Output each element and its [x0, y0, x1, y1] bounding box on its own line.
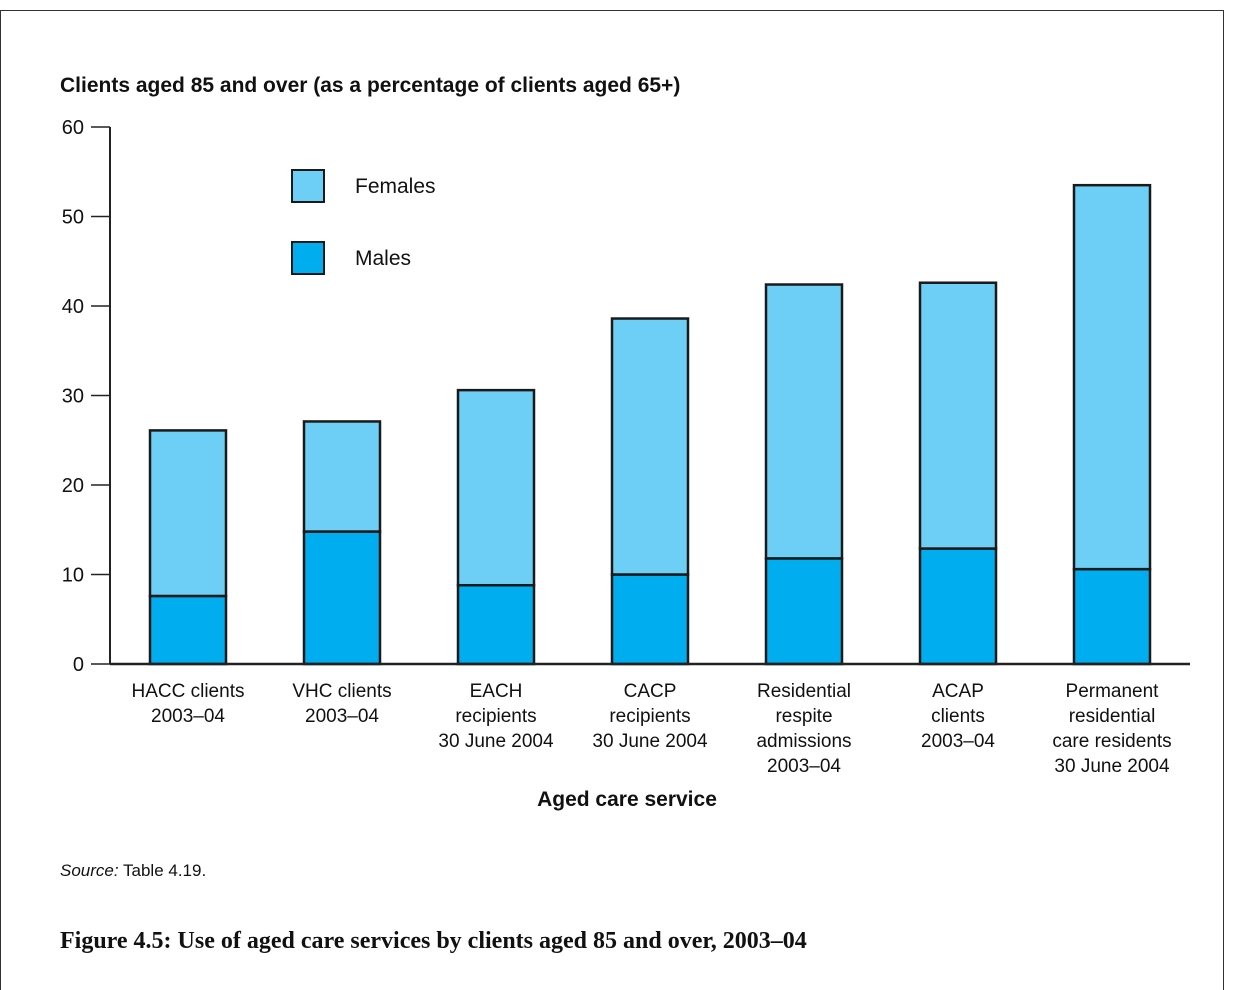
x-category-label: 30 June 2004 — [592, 731, 708, 752]
x-axis-title: Aged care service — [537, 788, 717, 811]
bar-females — [610, 317, 690, 576]
x-category-label: ACAP — [932, 681, 984, 702]
x-category-label: care residents — [1052, 731, 1171, 752]
legend-swatch-females — [291, 169, 325, 203]
x-category-label: 2003–04 — [921, 731, 995, 752]
legend-label-males: Males — [355, 247, 411, 270]
source-label: Source: — [60, 861, 119, 880]
x-category-label: HACC clients — [132, 681, 245, 702]
y-tick-label: 0 — [73, 654, 84, 676]
x-category-label: CACP — [624, 681, 677, 702]
bar-males — [302, 530, 382, 666]
bar-males — [1072, 567, 1152, 666]
x-category-label: 30 June 2004 — [1054, 756, 1170, 777]
bar-males — [610, 573, 690, 666]
x-category-label: respite — [775, 706, 832, 727]
y-tick-label: 10 — [62, 565, 84, 587]
y-tick-label: 50 — [62, 207, 84, 229]
bar-females — [764, 283, 844, 560]
bar-males — [918, 547, 998, 666]
x-category-label: 2003–04 — [151, 706, 225, 727]
x-category-label: VHC clients — [292, 681, 391, 702]
x-category-label: recipients — [455, 706, 536, 727]
bar-males — [764, 557, 844, 666]
bar-females — [918, 281, 998, 550]
legend-label-females: Females — [355, 175, 436, 198]
x-category-label: Residential — [757, 681, 851, 702]
bar-females — [1072, 183, 1152, 571]
x-category-label: admissions — [756, 731, 851, 752]
y-tick-label: 40 — [62, 296, 84, 318]
x-category-label: Permanent — [1066, 681, 1160, 702]
x-category-label: 30 June 2004 — [438, 731, 554, 752]
x-category-label: 2003–04 — [305, 706, 379, 727]
bar-males — [148, 594, 228, 666]
x-category-label: clients — [931, 706, 985, 727]
source-text: Table 4.19. — [118, 861, 207, 880]
figure-caption: Figure 4.5: Use of aged care services by… — [60, 928, 807, 954]
bar-females — [456, 388, 536, 587]
x-category-label: residential — [1069, 706, 1156, 727]
legend-swatch-males — [291, 241, 325, 275]
figure-frame — [0, 10, 1224, 990]
y-tick-label: 20 — [62, 475, 84, 497]
x-category-label: recipients — [609, 706, 690, 727]
y-tick-label: 30 — [62, 386, 84, 408]
bar-males — [456, 583, 536, 666]
source-note: Source: Table 4.19. — [60, 861, 206, 881]
y-axis-title: Clients aged 85 and over (as a percentag… — [60, 74, 681, 97]
bar-females — [148, 429, 228, 598]
x-category-label: EACH — [470, 681, 523, 702]
y-tick-label: 60 — [62, 117, 84, 139]
bar-females — [302, 420, 382, 533]
x-category-label: 2003–04 — [767, 756, 841, 777]
